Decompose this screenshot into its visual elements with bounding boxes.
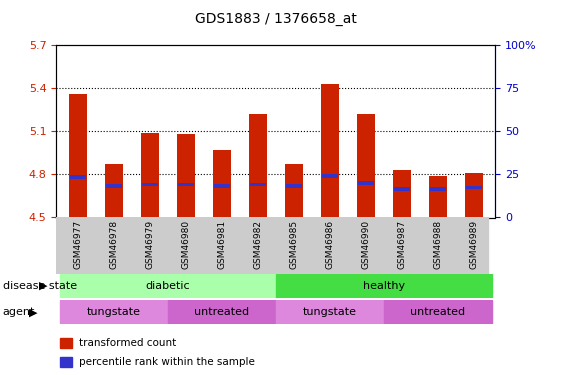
Text: healthy: healthy — [363, 281, 405, 291]
Text: GSM46982: GSM46982 — [253, 220, 262, 269]
Bar — [321, 84, 339, 218]
Text: GSM46980: GSM46980 — [181, 220, 190, 269]
Text: GSM46988: GSM46988 — [434, 220, 443, 269]
Bar — [322, 174, 338, 178]
Bar — [69, 94, 87, 218]
Text: GSM46989: GSM46989 — [470, 220, 479, 269]
Text: ▶: ▶ — [39, 281, 48, 291]
Bar — [286, 184, 302, 188]
Text: GSM46979: GSM46979 — [145, 220, 154, 269]
Text: percentile rank within the sample: percentile rank within the sample — [79, 357, 255, 367]
Text: GSM46981: GSM46981 — [217, 220, 226, 269]
Text: tungstate: tungstate — [303, 307, 357, 317]
Bar — [70, 176, 86, 179]
Text: GSM46987: GSM46987 — [397, 220, 406, 269]
Bar — [358, 181, 374, 185]
Text: diabetic: diabetic — [146, 281, 190, 291]
Text: GSM46977: GSM46977 — [73, 220, 82, 269]
Bar — [141, 133, 159, 218]
Text: disease state: disease state — [3, 281, 77, 291]
Text: untreated: untreated — [194, 307, 249, 317]
Bar — [276, 300, 384, 324]
Bar — [276, 274, 492, 298]
Bar — [178, 183, 194, 186]
Bar — [429, 176, 447, 218]
Bar — [466, 186, 482, 189]
Bar — [250, 183, 266, 186]
Bar — [213, 150, 231, 217]
Bar — [60, 300, 168, 324]
Bar — [177, 134, 195, 218]
Bar — [465, 173, 483, 217]
Bar — [430, 187, 446, 190]
Bar — [106, 184, 122, 188]
Bar — [60, 274, 276, 298]
Bar — [142, 183, 158, 186]
Bar — [249, 114, 267, 218]
Text: GSM46986: GSM46986 — [325, 220, 334, 269]
Text: GSM46985: GSM46985 — [289, 220, 298, 269]
Bar — [384, 300, 492, 324]
Bar — [285, 164, 303, 218]
Text: agent: agent — [3, 307, 35, 317]
Bar — [60, 338, 72, 348]
Text: tungstate: tungstate — [87, 307, 141, 317]
Bar — [393, 170, 411, 217]
Bar — [357, 114, 375, 218]
Bar — [168, 300, 276, 324]
Text: ▶: ▶ — [29, 307, 38, 317]
Text: GSM46978: GSM46978 — [109, 220, 118, 269]
Text: GDS1883 / 1376658_at: GDS1883 / 1376658_at — [195, 12, 357, 26]
Text: untreated: untreated — [410, 307, 466, 317]
Bar — [394, 187, 410, 190]
Text: GSM46990: GSM46990 — [361, 220, 370, 269]
Bar — [105, 164, 123, 218]
Bar — [60, 357, 72, 367]
Bar — [214, 184, 230, 188]
Text: transformed count: transformed count — [79, 338, 177, 348]
